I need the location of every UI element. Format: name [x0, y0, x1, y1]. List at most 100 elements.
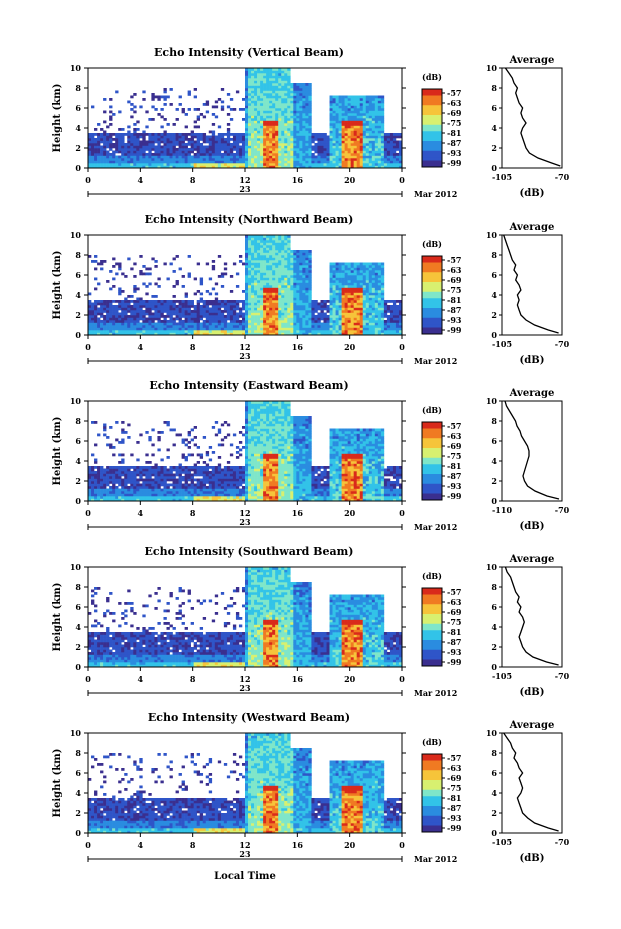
heatmap-cell: [229, 108, 234, 111]
heatmap-cell: [145, 307, 149, 311]
heatmap-cell: [109, 486, 113, 489]
heatmap-cell: [245, 302, 249, 306]
heatmap-cell: [257, 297, 261, 301]
heatmap-cell: [148, 158, 152, 161]
heatmap-cell: [272, 93, 276, 96]
heatmap-cell: [157, 320, 161, 323]
heatmap-cell: [278, 85, 282, 89]
heatmap-cell: [365, 158, 370, 161]
heatmap-cell: [217, 125, 222, 129]
heatmap-cell: [133, 287, 137, 291]
heatmap-cell: [281, 113, 285, 116]
heatmap-cell: [353, 155, 358, 159]
heatmap-cell: [335, 103, 339, 106]
heatmap-cell: [359, 320, 364, 323]
heatmap-cell: [88, 498, 92, 502]
heatmap-cell: [329, 115, 333, 119]
heatmap-cell: [344, 302, 348, 306]
heatmap-cell: [281, 75, 285, 79]
heatmap-cell: [163, 320, 167, 323]
heatmap-cell: [124, 325, 128, 328]
heatmap-cell: [199, 158, 204, 161]
heatmap-cell: [263, 130, 267, 134]
heatmap-cell: [202, 302, 207, 306]
heatmap-cell: [398, 140, 403, 144]
heatmap-cell: [311, 135, 315, 139]
heatmap-cell: [260, 83, 264, 86]
heatmap-cell: [172, 163, 176, 166]
heatmap-cell: [314, 330, 318, 333]
heatmap-cell: [278, 247, 282, 251]
heatmap-cell: [172, 150, 176, 154]
colorbar-swatch: [422, 278, 442, 283]
heatmap-cell: [341, 150, 345, 154]
heatmap-cell: [238, 315, 243, 318]
heatmap-cell: [257, 123, 261, 126]
heatmap-cell: [181, 332, 185, 336]
heatmap-cell: [305, 300, 309, 303]
heatmap-cell: [305, 250, 309, 253]
heatmap-cell: [238, 155, 243, 159]
heatmap-cell: [347, 158, 351, 161]
heatmap-cell: [172, 310, 176, 313]
heatmap-cell: [254, 315, 258, 318]
heatmap-cell: [266, 327, 270, 331]
heatmap-cell: [94, 165, 98, 169]
heatmap-cell: [109, 426, 113, 429]
heatmap-cell: [103, 315, 107, 318]
heatmap-cell: [97, 312, 101, 316]
heatmap-cell: [302, 160, 306, 164]
heatmap-cell: [317, 143, 321, 146]
heatmap-cell: [184, 332, 188, 336]
heatmap-cell: [332, 317, 336, 321]
heatmap-cell: [299, 118, 303, 121]
heatmap-cell: [91, 153, 95, 156]
heatmap-cell: [238, 148, 243, 151]
heatmap-cell: [347, 322, 351, 326]
heatmap-cell: [157, 165, 161, 169]
x-tick-label: 8: [190, 342, 196, 352]
heatmap-cell: [226, 155, 231, 159]
heatmap-cell: [106, 498, 110, 502]
heatmap-cell: [223, 133, 228, 136]
heatmap-cell: [371, 118, 376, 121]
heatmap-cell: [157, 315, 161, 318]
heatmap-cell: [257, 300, 261, 303]
heatmap-cell: [284, 310, 288, 313]
heatmap-cell: [371, 143, 376, 146]
heatmap-cell: [305, 83, 309, 86]
heatmap-cell: [377, 312, 382, 316]
heatmap-cell: [142, 155, 146, 159]
heatmap-cell: [278, 123, 282, 126]
heatmap-cell: [338, 133, 342, 136]
heatmap-cell: [118, 138, 122, 141]
heatmap-cell: [269, 257, 273, 261]
heatmap-cell: [103, 150, 107, 154]
heatmap-cell: [133, 138, 137, 141]
heatmap-cell: [187, 90, 191, 94]
heatmap-cell: [223, 158, 228, 161]
heatmap-cell: [226, 150, 231, 154]
heatmap-cell: [284, 260, 288, 263]
heatmap-cell: [121, 307, 125, 311]
heatmap-cell: [356, 103, 361, 106]
heatmap-cell: [377, 292, 382, 296]
heatmap-cell: [275, 315, 279, 318]
heatmap-cell: [260, 145, 264, 149]
heatmap-cell: [386, 307, 391, 311]
heatmap-cell: [350, 287, 354, 291]
heatmap-cell: [254, 128, 258, 131]
heatmap-cell: [269, 95, 273, 99]
heatmap-cell: [353, 95, 358, 99]
heatmap-cell: [275, 287, 279, 291]
heatmap-cell: [148, 163, 152, 166]
heatmap-cell: [302, 105, 306, 109]
heatmap-cell: [272, 158, 276, 161]
heatmap-cell: [251, 277, 255, 281]
heatmap-cell: [266, 93, 270, 96]
heatmap-cell: [302, 88, 306, 91]
heatmap-cell: [251, 158, 255, 161]
heatmap-cell: [275, 332, 279, 336]
heatmap-cell: [106, 125, 110, 129]
heatmap-cell: [287, 130, 291, 134]
